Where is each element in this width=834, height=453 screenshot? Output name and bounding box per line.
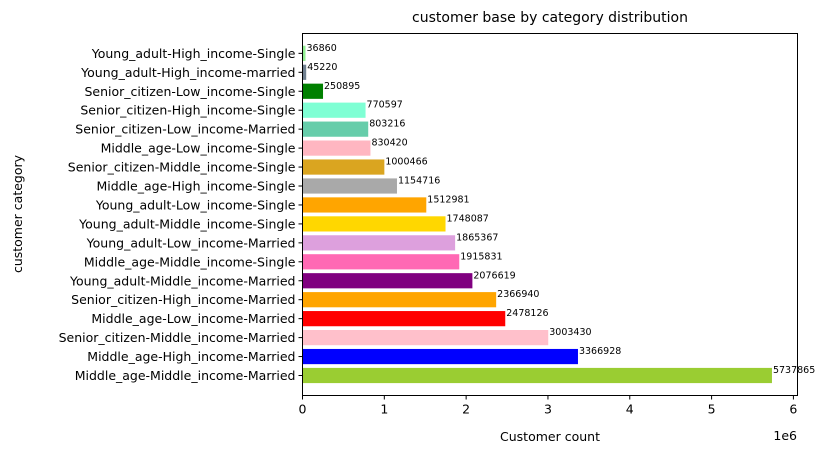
bar bbox=[302, 45, 306, 61]
y-axis-ticks: Middle_age-Middle_income-Married Middle_a… bbox=[59, 46, 303, 383]
y-tick-label: Middle_age-Low_income-Married bbox=[91, 311, 295, 326]
y-tick-label: Young_adult-Middle_income-Single bbox=[78, 216, 296, 231]
x-tick-label: 5 bbox=[708, 402, 716, 417]
y-tick-label: Senior_citizen-High_income-Married bbox=[71, 292, 295, 307]
y-tick-label: Middle_age-Middle_income-Married bbox=[75, 368, 296, 383]
bar-value-label: 3003430 bbox=[549, 327, 591, 338]
bar-value-label: 1748087 bbox=[447, 213, 489, 224]
bar-value-label: 2076619 bbox=[473, 270, 515, 281]
bars-group bbox=[302, 45, 772, 384]
y-tick-label: Middle_age-High_income-Single bbox=[96, 179, 295, 194]
bar-value-label: 2366940 bbox=[497, 289, 539, 300]
bar-value-label: 2478126 bbox=[506, 308, 548, 319]
bar-value-label: 830420 bbox=[371, 138, 407, 149]
bar-value-label: 5737865 bbox=[773, 365, 815, 376]
bar-value-label: 803216 bbox=[369, 119, 405, 130]
y-tick-label: Senior_citizen-Low_income-Married bbox=[75, 122, 295, 137]
bar bbox=[302, 83, 324, 99]
bar bbox=[302, 367, 772, 384]
bar bbox=[302, 330, 549, 346]
x-tick-label: 4 bbox=[626, 402, 634, 417]
bar-value-label: 45220 bbox=[307, 62, 337, 73]
y-tick-label: Senior_citizen-Low_income-Single bbox=[84, 84, 295, 99]
y-tick-label: Middle_age-High_income-Married bbox=[87, 349, 295, 364]
bar-value-label: 1000466 bbox=[385, 157, 427, 168]
bar bbox=[302, 292, 497, 308]
bar bbox=[302, 311, 506, 327]
y-tick-label: Senior_citizen-High_income-Single bbox=[80, 103, 295, 118]
x-axis-ticks: 0 1 2 3 4 5 6 bbox=[299, 395, 797, 417]
bar bbox=[302, 178, 397, 194]
y-tick-label: Young_adult-Low_income-Married bbox=[86, 235, 296, 250]
bar bbox=[302, 197, 427, 213]
bar bbox=[302, 348, 578, 365]
x-axis-title: Customer count bbox=[500, 429, 600, 444]
y-tick-label: Young_adult-High_income-Single bbox=[91, 46, 296, 61]
bar bbox=[302, 140, 371, 156]
y-tick-label: Senior_citizen-Middle_income-Single bbox=[68, 160, 296, 175]
y-tick-label: Middle_age-Low_income-Single bbox=[101, 141, 296, 156]
bar-value-label: 3366928 bbox=[579, 346, 621, 357]
y-tick-label: Young_adult-Middle_income-Married bbox=[69, 273, 296, 288]
x-tick-label: 3 bbox=[544, 402, 552, 417]
x-axis-scale-label: 1e6 bbox=[773, 428, 797, 443]
bar-value-label: 1865367 bbox=[456, 232, 498, 243]
bar bbox=[302, 273, 473, 289]
y-tick-label: Young_adult-High_income-married bbox=[80, 65, 295, 80]
y-tick-label: Senior_citizen-Middle_income-Married bbox=[59, 330, 296, 345]
bar-value-label: 1512981 bbox=[427, 194, 469, 205]
bar bbox=[302, 121, 369, 137]
bar bbox=[302, 235, 456, 251]
x-tick-label: 0 bbox=[299, 402, 307, 417]
bar-value-label: 770597 bbox=[367, 100, 403, 111]
x-tick-label: 1 bbox=[380, 402, 388, 417]
bar bbox=[302, 102, 366, 118]
bar bbox=[302, 216, 446, 232]
x-tick-label: 2 bbox=[462, 402, 470, 417]
y-axis-title: customer category bbox=[10, 154, 25, 273]
bar bbox=[302, 254, 460, 270]
bar-value-label: 250895 bbox=[324, 81, 360, 92]
bar bbox=[302, 159, 385, 175]
bar-value-label: 36860 bbox=[307, 43, 337, 54]
bar bbox=[302, 64, 307, 80]
y-tick-label: Middle_age-Middle_income-Single bbox=[84, 254, 296, 269]
x-tick-label: 6 bbox=[789, 402, 797, 417]
y-tick-label: Young_adult-Low_income-Single bbox=[95, 197, 296, 212]
bar-value-label: 1915831 bbox=[460, 251, 502, 262]
chart-title: customer base by category distribution bbox=[412, 10, 688, 26]
plot-area-frame bbox=[302, 33, 798, 396]
bar-value-label: 1154716 bbox=[398, 176, 440, 187]
